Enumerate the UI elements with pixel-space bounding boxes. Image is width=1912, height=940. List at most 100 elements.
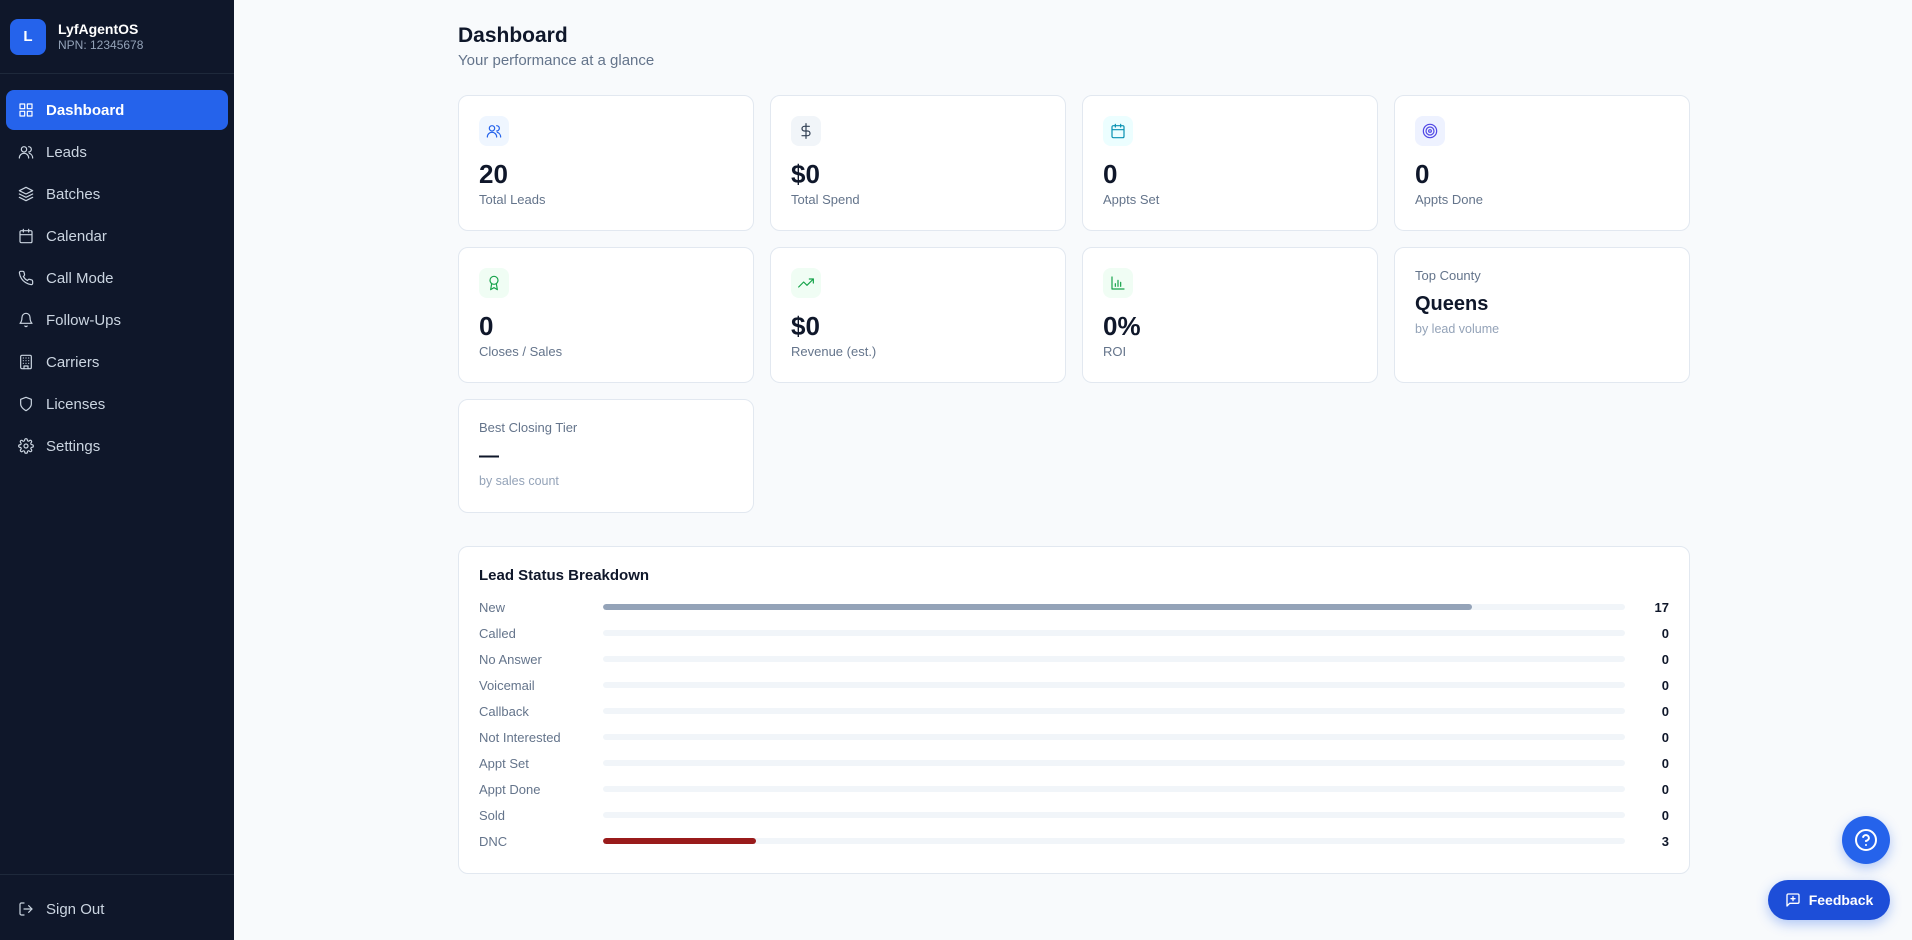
status-bar-track [603,838,1625,844]
sidebar-item-leads[interactable]: Leads [6,132,228,172]
brand: L LyfAgentOS NPN: 12345678 [0,0,234,74]
stat-icon-wrap [791,116,821,146]
status-row: Not Interested 0 [479,724,1669,750]
status-label: Not Interested [479,729,561,745]
brand-logo: L [10,18,46,55]
sidebar-item-label: Call Mode [46,269,114,287]
stat-value: 0 [479,311,494,341]
status-rows: New 17 Called 0 No Answer 0 Voicemail 0 Callback… [479,594,1669,854]
sidebar-item-call-mode[interactable]: Call Mode [6,258,228,298]
stat-card-closes: 0 Closes / Sales [458,247,754,383]
sidebar-item-calendar[interactable]: Calendar [6,216,228,256]
status-label: No Answer [479,651,542,667]
status-bar-track [603,786,1625,792]
status-row: New 17 [479,594,1669,620]
sidebar-item-settings[interactable]: Settings [6,426,228,466]
stat-value: 0 [1103,159,1118,189]
stat-label: Total Spend [791,192,860,207]
sign-out-button[interactable]: Sign Out [6,889,228,929]
sidebar-item-licenses[interactable]: Licenses [6,384,228,424]
building-icon [20,354,32,370]
main-content: Dashboard Your performance at a glance 2… [458,0,1690,515]
status-label: Callback [479,703,529,719]
status-bar-track [603,682,1625,688]
stat-card-appts-done: 0 Appts Done [1394,95,1690,231]
sign-out-label: Sign Out [46,900,105,918]
stat-label: Appts Done [1415,192,1483,207]
sidebar-footer: Sign Out [0,874,234,940]
status-count: 0 [1661,651,1669,667]
stat-card-top-county: Top County Queens by lead volume [1394,247,1690,383]
stats-grid: 20 Total Leads $0 Total Spend 0 Appts Se… [458,95,1690,515]
status-count: 0 [1661,703,1669,719]
status-row: Callback 0 [479,698,1669,724]
help-button[interactable] [1842,816,1890,864]
feedback-button[interactable]: Feedback [1768,880,1890,920]
sidebar-item-label: Follow-Ups [46,311,122,329]
stat-icon-wrap [1103,268,1133,298]
stat-value: 0% [1103,311,1141,341]
calendar-icon [1111,123,1125,139]
stat-card-total-spend: $0 Total Spend [770,95,1066,231]
status-bar-track [603,708,1625,714]
status-count: 0 [1661,807,1669,823]
sidebar-item-dashboard[interactable]: Dashboard [6,90,228,130]
status-bar-track [603,734,1625,740]
stat-label: Total Leads [479,192,546,207]
status-bar-track [603,760,1625,766]
page-title: Dashboard [458,24,568,47]
best-tier-label: Best Closing Tier [479,420,578,435]
sidebar-item-label: Calendar [46,227,107,245]
status-count: 0 [1661,755,1669,771]
target-icon [1422,123,1438,139]
stat-icon-wrap [479,268,509,298]
sidebar-item-label: Carriers [46,353,100,371]
status-count: 0 [1661,781,1669,797]
page-subtitle: Your performance at a glance [458,52,655,69]
sidebar-item-carriers[interactable]: Carriers [6,342,228,382]
status-bar-track [603,604,1625,610]
best-tier-value: — [479,445,499,467]
users-icon [486,125,502,138]
breakdown-title: Lead Status Breakdown [479,567,650,584]
shield-icon [20,396,32,412]
top-county-label: Top County [1415,268,1481,283]
users-icon [18,146,34,159]
stat-label: Appts Set [1103,192,1160,207]
top-county-hint: by lead volume [1415,322,1500,336]
sidebar-item-label: Leads [46,143,87,161]
grid-icon [19,103,33,117]
help-circle-icon [1855,829,1877,851]
stat-value: 20 [479,159,508,189]
status-count: 3 [1661,833,1669,849]
status-bar-track [603,812,1625,818]
sidebar-item-label: Licenses [46,395,106,413]
stat-label: Closes / Sales [479,344,563,359]
status-count: 0 [1661,625,1669,641]
lead-status-breakdown: Lead Status Breakdown New 17 Called 0 No Ans… [458,546,1690,874]
stat-label: ROI [1103,344,1127,359]
status-row: Appt Set 0 [479,750,1669,776]
status-row: No Answer 0 [479,646,1669,672]
status-bar-fill [603,604,1472,610]
stat-card-best-tier: Best Closing Tier — by sales count [458,399,754,513]
stat-icon-wrap [1103,116,1133,146]
best-tier-hint: by sales count [479,474,559,488]
stat-value: $0 [791,311,820,341]
status-row: DNC 3 [479,828,1669,854]
status-row: Sold 0 [479,802,1669,828]
status-label: Voicemail [479,677,535,693]
stat-value: $0 [791,159,820,189]
status-label: Appt Done [479,781,541,797]
brand-npn: NPN: 12345678 [58,37,144,52]
status-bar-track [603,656,1625,662]
sidebar-item-label: Settings [46,437,101,455]
sidebar-item-batches[interactable]: Batches [6,174,228,214]
sidebar-item-follow-ups[interactable]: Follow-Ups [6,300,228,340]
status-count: 17 [1654,599,1669,615]
brand-name: LyfAgentOS [58,20,139,37]
calendar-icon [19,228,33,244]
sidebar-nav: Dashboard Leads Batches Calendar Call Mo… [0,74,234,466]
status-row: Called 0 [479,620,1669,646]
trending-up-icon [798,278,814,288]
